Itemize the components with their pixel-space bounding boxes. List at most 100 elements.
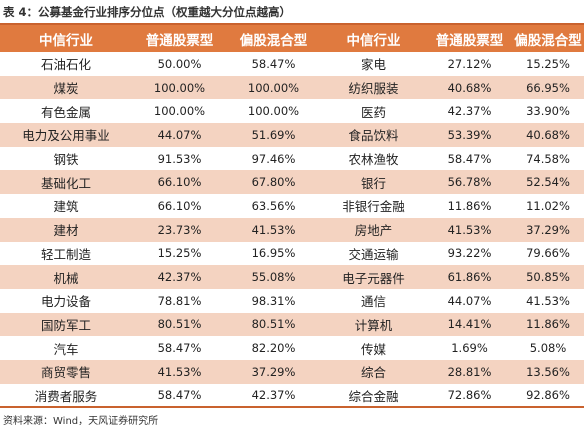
cell-industry-left: 建材 <box>0 217 132 242</box>
cell-industry-right: 房地产 <box>320 217 427 242</box>
cell-stock-fund-right: 61.86% <box>427 265 512 289</box>
cell-stock-fund-right: 56.78% <box>427 170 512 195</box>
cell-industry-right: 食品饮料 <box>320 123 427 147</box>
cell-stock-fund-left: 42.37% <box>132 265 227 289</box>
cell-industry-left: 电力及公用事业 <box>0 123 132 147</box>
cell-industry-left: 国防军工 <box>0 312 132 337</box>
industry-ranking-table: 中信行业 普通股票型 偏股混合型 中信行业 普通股票型 偏股混合型 石油石化 50… <box>0 25 584 407</box>
cell-mixed-fund-left: 42.37% <box>251 388 296 403</box>
cell-industry-right: 非银行金融 <box>342 199 405 215</box>
cell-mixed-fund-left: 55.08% <box>227 265 320 289</box>
cell-industry-right: 传媒 <box>360 341 386 357</box>
table-row: 汽车 58.47% 82.20% 传媒 1.69% 5.08% <box>0 336 584 360</box>
table-body: 石油石化 50.00% 58.47% 家电 27.12% 15.25% 煤炭 100.00% 1… <box>0 52 584 407</box>
table-row: 石油石化 50.00% 58.47% 家电 27.12% 15.25% <box>0 52 584 76</box>
cell-stock-fund-left: 58.47% <box>157 341 202 356</box>
cell-mixed-fund-left: 82.20% <box>251 341 296 356</box>
cell-industry-left: 石油石化 <box>40 57 91 73</box>
table-row: 基础化工 66.10% 67.80% 银行 56.78% 52.54% <box>0 170 584 195</box>
cell-stock-fund-left: 58.47% <box>157 388 202 403</box>
cell-stock-fund-right: 93.22% <box>447 246 492 261</box>
table-row: 消费者服务 58.47% 42.37% 综合金融 72.86% 92.86% <box>0 384 584 408</box>
cell-industry-left: 机械 <box>0 265 132 289</box>
cell-stock-fund-left: 78.81% <box>157 293 202 308</box>
cell-stock-fund-right: 1.69% <box>451 341 488 356</box>
cell-stock-fund-left: 41.53% <box>132 359 227 384</box>
header-industry-right: 中信行业 <box>320 25 427 52</box>
cell-industry-left: 电力设备 <box>40 294 91 310</box>
table-row: 有色金属 100.00% 100.00% 医药 42.37% 33.90% <box>0 99 584 123</box>
cell-stock-fund-right: 72.86% <box>447 388 492 403</box>
cell-stock-fund-right: 53.39% <box>427 123 512 147</box>
source-note: 资料来源：Wind，天风证券研究所 <box>3 416 159 427</box>
header-mixed-left: 偏股混合型 <box>227 25 320 52</box>
cell-mixed-fund-left: 67.80% <box>227 170 320 195</box>
cell-industry-right: 计算机 <box>320 312 427 337</box>
table-header-row: 中信行业 普通股票型 偏股混合型 中信行业 普通股票型 偏股混合型 <box>0 25 584 52</box>
top-rule <box>0 23 584 25</box>
table-row: 煤炭 100.00% 100.00% 纺织服装 40.68% 66.95% <box>0 75 584 100</box>
cell-mixed-fund-right: 50.85% <box>512 265 584 289</box>
cell-mixed-fund-left: 16.95% <box>251 246 296 261</box>
table-row: 电力及公用事业 44.07% 51.69% 食品饮料 53.39% 40.68% <box>0 123 584 147</box>
cell-mixed-fund-right: 74.58% <box>526 151 570 166</box>
cell-stock-fund-left: 66.10% <box>132 170 227 195</box>
cell-mixed-fund-left: 100.00% <box>227 75 320 100</box>
cell-mixed-fund-right: 15.25% <box>526 56 570 71</box>
cell-stock-fund-left: 15.25% <box>157 246 202 261</box>
cell-mixed-fund-left: 97.46% <box>251 151 296 166</box>
cell-stock-fund-right: 58.47% <box>447 151 492 166</box>
table-row: 国防军工 80.51% 80.51% 计算机 14.41% 11.86% <box>0 312 584 337</box>
cell-industry-right: 通信 <box>360 294 386 310</box>
cell-industry-right: 农林渔牧 <box>348 152 399 168</box>
cell-mixed-fund-left: 58.47% <box>251 56 296 71</box>
cell-stock-fund-left: 91.53% <box>157 151 202 166</box>
cell-industry-left: 建筑 <box>53 199 79 215</box>
cell-mixed-fund-right: 11.02% <box>526 198 570 213</box>
cell-mixed-fund-left: 63.56% <box>251 198 296 213</box>
cell-stock-fund-right: 28.81% <box>427 359 512 384</box>
cell-mixed-fund-right: 40.68% <box>512 123 584 147</box>
header-stock-left: 普通股票型 <box>132 25 227 52</box>
cell-mixed-fund-left: 51.69% <box>227 123 320 147</box>
cell-mixed-fund-right: 92.86% <box>526 388 570 403</box>
cell-mixed-fund-right: 11.86% <box>512 312 584 337</box>
cell-industry-right: 电子元器件 <box>320 265 427 289</box>
cell-industry-right: 综合金融 <box>348 388 399 404</box>
cell-mixed-fund-right: 37.29% <box>512 217 584 242</box>
cell-mixed-fund-left: 100.00% <box>247 104 300 119</box>
cell-mixed-fund-left: 80.51% <box>227 312 320 337</box>
cell-stock-fund-right: 14.41% <box>427 312 512 337</box>
cell-stock-fund-right: 44.07% <box>447 293 492 308</box>
cell-stock-fund-right: 27.12% <box>447 56 492 71</box>
table-row: 商贸零售 41.53% 37.29% 综合 28.81% 13.56% <box>0 359 584 384</box>
cell-mixed-fund-left: 41.53% <box>227 217 320 242</box>
table-row: 建材 23.73% 41.53% 房地产 41.53% 37.29% <box>0 217 584 242</box>
table-caption: 表 4：公募基金行业排序分位点（权重越大分位点越高） <box>3 5 292 19</box>
cell-industry-right: 交通运输 <box>348 246 399 262</box>
cell-mixed-fund-right: 13.56% <box>512 359 584 384</box>
cell-mixed-fund-left: 98.31% <box>251 293 296 308</box>
cell-stock-fund-right: 41.53% <box>427 217 512 242</box>
cell-stock-fund-left: 100.00% <box>153 104 206 119</box>
cell-mixed-fund-right: 79.66% <box>526 246 570 261</box>
cell-industry-left: 钢铁 <box>53 152 79 168</box>
cell-stock-fund-right: 40.68% <box>427 75 512 100</box>
cell-mixed-fund-right: 5.08% <box>529 341 567 356</box>
cell-mixed-fund-right: 52.54% <box>512 170 584 195</box>
cell-industry-right: 纺织服装 <box>320 75 427 100</box>
cell-mixed-fund-right: 41.53% <box>526 293 570 308</box>
cell-industry-left: 汽车 <box>53 341 79 357</box>
cell-stock-fund-left: 66.10% <box>157 198 202 213</box>
cell-stock-fund-left: 23.73% <box>132 217 227 242</box>
cell-industry-left: 基础化工 <box>0 170 132 195</box>
cell-mixed-fund-left: 37.29% <box>227 359 320 384</box>
cell-industry-left: 商贸零售 <box>0 359 132 384</box>
cell-stock-fund-left: 100.00% <box>132 75 227 100</box>
table-row: 建筑 66.10% 63.56% 非银行金融 11.86% 11.02% <box>0 194 584 218</box>
cell-industry-right: 家电 <box>360 57 386 73</box>
cell-industry-left: 有色金属 <box>40 104 91 120</box>
table-row: 机械 42.37% 55.08% 电子元器件 61.86% 50.85% <box>0 265 584 289</box>
cell-stock-fund-right: 11.86% <box>447 198 492 213</box>
cell-stock-fund-left: 50.00% <box>157 56 202 71</box>
